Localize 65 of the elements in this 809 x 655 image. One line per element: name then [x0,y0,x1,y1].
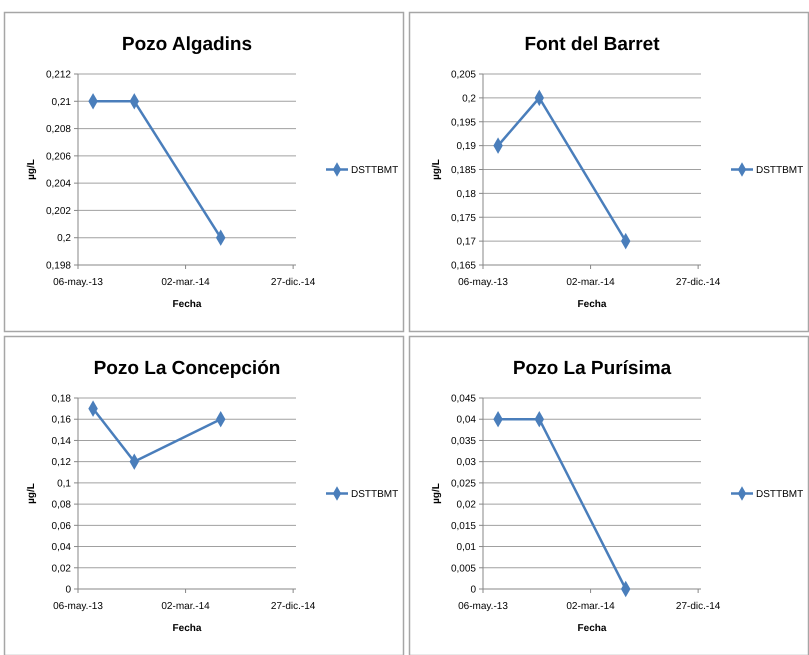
y-tick-label: 0,025 [450,478,476,490]
y-tick-label: 0,04 [456,414,476,426]
y-tick-label: 0,202 [46,206,72,217]
y-tick-label: 0,03 [456,457,476,468]
y-axis-title: µg/L [431,483,442,504]
y-axis-title: µg/L [26,483,37,504]
chart-title: Pozo La Concepción [94,358,280,379]
y-tick-label: 0,035 [450,436,476,447]
y-tick-label: 0,19 [456,141,476,152]
y-tick-label: 0,04 [52,542,72,554]
y-axis-title: µg/L [431,159,442,180]
y-tick-label: 0,185 [450,165,476,176]
chart-title: Font del Barret [524,34,660,55]
x-tick-label: 27-dic.-14 [270,277,316,288]
legend-label: DSTTBMT [351,165,398,176]
y-tick-label: 0,21 [52,96,72,108]
y-tick-label: 0,045 [450,394,476,404]
y-axis-title: µg/L [26,159,37,180]
y-tick-label: 0,175 [450,212,476,224]
x-tick-label: 06-may.-13 [53,601,104,612]
y-tick-label: 0,015 [450,520,476,532]
legend-label: DSTTBMT [351,489,398,500]
y-tick-label: 0,02 [456,500,476,511]
y-tick-label: 0,005 [450,563,476,574]
y-tick-label: 0,2 [57,233,72,244]
y-tick-label: 0 [470,584,476,596]
x-tick-label: 06-may.-13 [458,277,508,288]
x-tick-label: 06-may.-13 [458,601,508,612]
y-tick-label: 0,1 [57,478,72,490]
y-tick-label: 0,204 [46,178,72,190]
x-tick-label: 27-dic.-14 [270,601,316,612]
y-tick-label: 0,198 [46,260,72,272]
chart-title: Pozo La Purísima [512,358,672,379]
x-axis-title: Fecha [172,299,202,310]
y-tick-label: 0,18 [52,394,72,404]
y-tick-label: 0,195 [450,117,476,128]
y-tick-label: 0,14 [52,436,72,447]
x-tick-label: 02-mar.-14 [161,601,210,612]
x-axis-title: Fecha [578,623,607,634]
y-tick-label: 0,2 [462,93,476,104]
legend-label: DSTTBMT [756,489,804,500]
x-tick-label: 06-may.-13 [53,277,104,288]
x-tick-label: 02-mar.-14 [161,277,210,288]
legend-label: DSTTBMT [756,165,804,176]
y-tick-label: 0,01 [456,542,476,554]
y-tick-label: 0,208 [46,124,72,136]
y-tick-label: 0,02 [52,563,72,574]
x-tick-label: 27-dic.-14 [676,601,721,612]
y-tick-label: 0,18 [456,188,476,200]
y-tick-label: 0,17 [456,236,476,248]
y-tick-label: 0,212 [46,70,72,80]
y-tick-label: 0,08 [52,500,72,511]
y-tick-label: 0,12 [52,457,72,468]
y-tick-label: 0,16 [52,414,72,426]
x-tick-label: 27-dic.-14 [676,277,721,288]
x-axis-title: Fecha [578,299,607,310]
x-tick-label: 02-mar.-14 [566,277,616,288]
y-tick-label: 0,205 [450,70,476,80]
x-tick-label: 02-mar.-14 [566,601,616,612]
chart-title: Pozo Algadins [122,34,252,55]
y-tick-label: 0,06 [52,520,72,532]
y-tick-label: 0,165 [450,260,476,272]
x-axis-title: Fecha [172,623,202,634]
y-tick-label: 0,206 [46,151,72,162]
y-tick-label: 0 [65,584,72,596]
